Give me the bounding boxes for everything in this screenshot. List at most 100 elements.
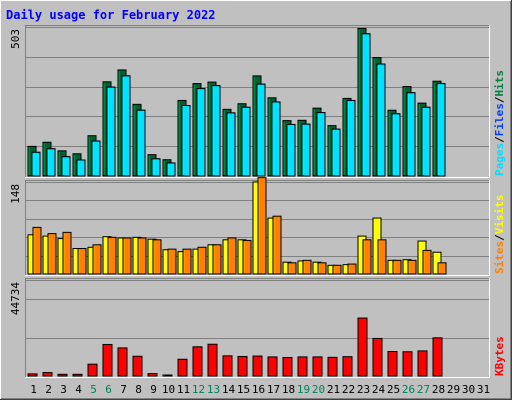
bar-pages-6 [106, 86, 116, 177]
legend: Sites/Visits [493, 195, 506, 275]
bar-sites-5 [92, 244, 102, 275]
bar-kbytes-12 [192, 346, 203, 377]
x-tick-label: 22 [342, 383, 355, 396]
bar-sites-4 [77, 248, 87, 275]
bar-sites-1 [32, 226, 42, 275]
x-tick-label: 28 [432, 383, 445, 396]
bar-sites-27 [422, 249, 432, 275]
bar-pages-4 [76, 159, 86, 177]
x-tick-label: 21 [327, 383, 340, 396]
bar-pages-25 [391, 113, 401, 177]
bar-sites-12 [197, 246, 207, 275]
x-tick-label: 23 [357, 383, 370, 396]
bar-kbytes-10 [162, 374, 173, 377]
bar-pages-5 [91, 140, 101, 177]
bar-kbytes-8 [132, 355, 143, 377]
bar-kbytes-5 [87, 363, 98, 377]
bar-kbytes-16 [252, 355, 263, 377]
legend-separator: / [493, 96, 506, 103]
bar-kbytes-9 [147, 373, 158, 377]
legend: KBytes [493, 336, 506, 376]
bar-kbytes-19 [297, 356, 308, 377]
bar-kbytes-15 [237, 355, 248, 377]
x-tick-label: 4 [75, 383, 82, 396]
legend-hits: Hits [493, 70, 506, 97]
bar-pages-7 [121, 75, 131, 177]
bar-kbytes-28 [432, 337, 443, 377]
bar-sites-22 [347, 263, 357, 275]
bar-pages-8 [136, 109, 146, 177]
bar-kbytes-4 [72, 373, 83, 377]
x-tick-label: 13 [207, 383, 220, 396]
bar-sites-2 [47, 233, 57, 275]
bar-kbytes-13 [207, 343, 218, 377]
bar-sites-3 [62, 231, 72, 275]
bar-kbytes-25 [387, 351, 398, 377]
x-tick-label: 14 [222, 383, 236, 396]
x-tick-label: 25 [387, 383, 400, 396]
bar-pages-3 [61, 156, 71, 177]
bar-pages-14 [226, 112, 236, 177]
bar-sites-11 [182, 248, 192, 275]
series-sites [32, 177, 447, 275]
bar-sites-15 [242, 239, 252, 275]
series-kbytes [27, 317, 443, 377]
x-tick-label: 16 [252, 383, 265, 396]
bar-pages-13 [211, 85, 221, 177]
bar-sites-24 [377, 239, 387, 275]
x-tick-label: 19 [297, 383, 310, 396]
bar-pages-27 [421, 106, 431, 177]
bar-sites-26 [407, 259, 417, 275]
bar-pages-1 [31, 151, 41, 177]
bar-kbytes-23 [357, 317, 368, 377]
bar-pages-17 [271, 101, 281, 177]
x-tick-label: 2 [45, 383, 52, 396]
bar-kbytes-6 [102, 343, 113, 377]
bar-pages-18 [286, 123, 296, 177]
x-tick-label: 26 [402, 383, 415, 396]
legend-pages: Pages [493, 143, 506, 176]
x-tick-label: 15 [237, 383, 250, 396]
bar-pages-11 [181, 104, 191, 177]
bar-sites-8 [137, 237, 147, 275]
chart-title: Daily usage for February 2022 [6, 8, 216, 22]
bar-sites-23 [362, 239, 372, 275]
x-axis-day-labels: 1 2 3 4 5 6 7 8 9 10 11 12 13 14 15 16 17 18 19 20 21 22 23 24 2… [30, 383, 490, 396]
bar-pages-21 [331, 128, 341, 177]
bar-sites-28 [437, 262, 447, 275]
bar-pages-16 [256, 83, 266, 177]
legend-separator: / [493, 136, 506, 143]
x-tick-label: 8 [135, 383, 142, 396]
bar-pages-23 [361, 33, 371, 177]
bar-kbytes-26 [402, 351, 413, 377]
bar-kbytes-24 [372, 337, 383, 377]
legend-sites: Sites [493, 241, 506, 274]
x-tick-label: 31 [477, 383, 490, 396]
chart-panel-visits-sites: 148 Sites/Visits [9, 177, 506, 276]
bar-pages-22 [346, 99, 356, 177]
bar-kbytes-27 [417, 350, 428, 377]
bar-kbytes-18 [282, 357, 293, 377]
x-tick-label: 5 [90, 383, 97, 396]
bar-kbytes-2 [42, 372, 53, 377]
x-tick-label: 29 [447, 383, 460, 396]
bar-pages-20 [316, 112, 326, 177]
bar-pages-24 [376, 63, 386, 177]
x-tick-label: 7 [120, 383, 127, 396]
x-tick-label: 30 [462, 383, 475, 396]
legend-files: Files [493, 103, 506, 136]
bar-pages-19 [301, 123, 311, 177]
bar-pages-15 [241, 106, 251, 177]
x-tick-label: 18 [282, 383, 295, 396]
x-tick-label: 10 [162, 383, 175, 396]
y-axis-max-label: 503 [9, 29, 22, 49]
bar-sites-13 [212, 244, 222, 275]
bar-kbytes-21 [327, 356, 338, 377]
y-axis-max-label: 44734 [9, 282, 22, 315]
bar-pages-26 [406, 92, 416, 177]
bar-sites-16 [257, 177, 267, 275]
x-tick-label: 11 [177, 383, 190, 396]
x-tick-label: 27 [417, 383, 430, 396]
